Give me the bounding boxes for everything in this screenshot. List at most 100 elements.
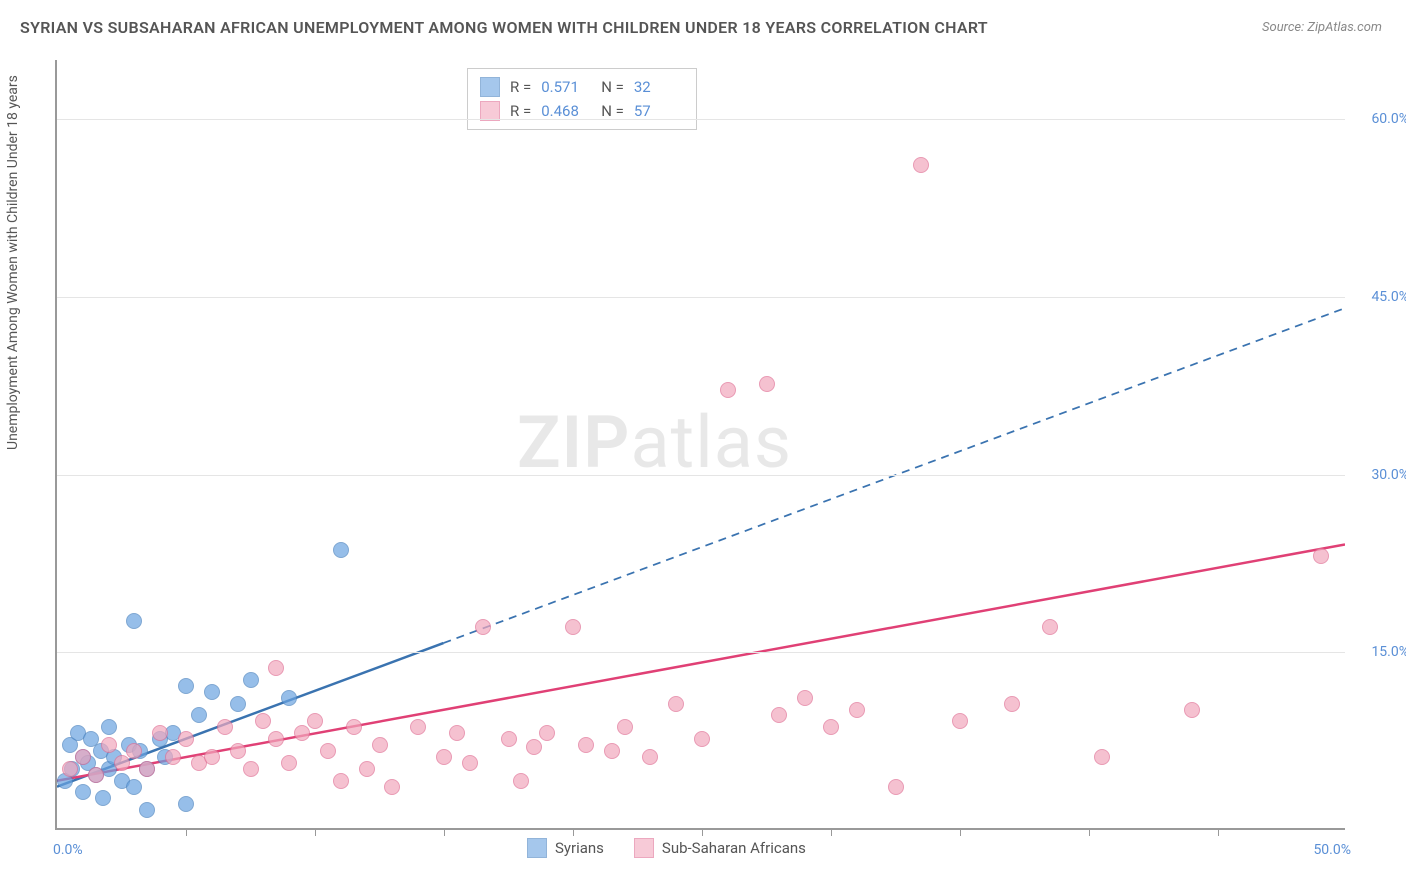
- data-point: [126, 779, 142, 795]
- chart-plot-area: ZIPatlas R = 0.571 N = 32 R = 0.468 N = …: [55, 60, 1345, 830]
- data-point: [849, 702, 865, 718]
- data-point: [526, 739, 542, 755]
- data-point: [952, 713, 968, 729]
- x-tick-50: 50.0%: [1313, 842, 1351, 858]
- data-point: [95, 790, 111, 806]
- data-point: [320, 743, 336, 759]
- x-tick: [315, 828, 316, 836]
- data-point: [771, 707, 787, 723]
- data-point: [888, 779, 904, 795]
- data-point: [178, 678, 194, 694]
- data-point: [1004, 696, 1020, 712]
- r-label: R =: [510, 102, 531, 120]
- swatch-subsaharan: [480, 101, 500, 121]
- r-value-subsaharan: 0.468: [541, 102, 591, 120]
- data-point: [436, 749, 452, 765]
- data-point: [539, 725, 555, 741]
- data-point: [617, 719, 633, 735]
- legend-row-syrians: R = 0.571 N = 32: [480, 75, 684, 99]
- y-tick-label: 15.0%: [1371, 644, 1406, 660]
- x-tick: [186, 828, 187, 836]
- n-label: N =: [601, 78, 624, 96]
- n-label: N =: [601, 102, 624, 120]
- series-legend: Syrians Sub-Saharan Africans: [527, 838, 806, 858]
- data-point: [268, 660, 284, 676]
- data-point: [204, 684, 220, 700]
- y-tick-label: 45.0%: [1371, 289, 1406, 305]
- data-point: [114, 755, 130, 771]
- data-point: [178, 796, 194, 812]
- data-point: [797, 690, 813, 706]
- data-point: [294, 725, 310, 741]
- r-label: R =: [510, 78, 531, 96]
- data-point: [217, 719, 233, 735]
- data-point: [191, 707, 207, 723]
- gridline: [57, 297, 1345, 298]
- data-point: [75, 784, 91, 800]
- chart-title: SYRIAN VS SUBSAHARAN AFRICAN UNEMPLOYMEN…: [20, 18, 988, 37]
- gridline: [57, 652, 1345, 653]
- data-point: [823, 719, 839, 735]
- data-point: [642, 749, 658, 765]
- x-tick: [1089, 828, 1090, 836]
- data-point: [1184, 702, 1200, 718]
- swatch-syrians-bottom: [527, 838, 547, 858]
- data-point: [281, 755, 297, 771]
- data-point: [359, 761, 375, 777]
- data-point: [62, 761, 78, 777]
- data-point: [126, 743, 142, 759]
- data-point: [230, 743, 246, 759]
- data-point: [139, 761, 155, 777]
- x-tick: [1218, 828, 1219, 836]
- data-point: [759, 376, 775, 392]
- data-point: [449, 725, 465, 741]
- data-point: [1042, 619, 1058, 635]
- n-value-subsaharan: 57: [634, 102, 684, 120]
- data-point: [152, 725, 168, 741]
- y-tick-label: 60.0%: [1371, 111, 1406, 127]
- data-point: [384, 779, 400, 795]
- data-point: [913, 157, 929, 173]
- n-value-syrians: 32: [634, 78, 684, 96]
- data-point: [720, 382, 736, 398]
- data-point: [604, 743, 620, 759]
- data-point: [139, 802, 155, 818]
- data-point: [230, 696, 246, 712]
- data-point: [410, 719, 426, 735]
- y-axis-label: Unemployment Among Women with Children U…: [5, 75, 21, 450]
- data-point: [462, 755, 478, 771]
- x-tick: [960, 828, 961, 836]
- data-point: [75, 749, 91, 765]
- gridline: [57, 119, 1345, 120]
- data-point: [101, 719, 117, 735]
- source-attribution: Source: ZipAtlas.com: [1262, 20, 1382, 35]
- data-point: [578, 737, 594, 753]
- x-tick: [444, 828, 445, 836]
- data-point: [333, 542, 349, 558]
- data-point: [565, 619, 581, 635]
- trend-lines: [57, 60, 1345, 828]
- data-point: [204, 749, 220, 765]
- data-point: [372, 737, 388, 753]
- data-point: [268, 731, 284, 747]
- gridline: [57, 475, 1345, 476]
- data-point: [1094, 749, 1110, 765]
- x-tick: [702, 828, 703, 836]
- data-point: [88, 767, 104, 783]
- x-tick: [573, 828, 574, 836]
- r-value-syrians: 0.571: [541, 78, 591, 96]
- watermark: ZIPatlas: [517, 400, 792, 485]
- data-point: [101, 737, 117, 753]
- data-point: [475, 619, 491, 635]
- data-point: [126, 613, 142, 629]
- x-tick: [831, 828, 832, 836]
- data-point: [668, 696, 684, 712]
- legend-item-syrians: Syrians: [527, 838, 604, 858]
- data-point: [165, 749, 181, 765]
- data-point: [501, 731, 517, 747]
- data-point: [1313, 548, 1329, 564]
- data-point: [255, 713, 271, 729]
- correlation-legend: R = 0.571 N = 32 R = 0.468 N = 57: [467, 68, 697, 130]
- swatch-syrians: [480, 77, 500, 97]
- x-tick-0: 0.0%: [53, 842, 83, 858]
